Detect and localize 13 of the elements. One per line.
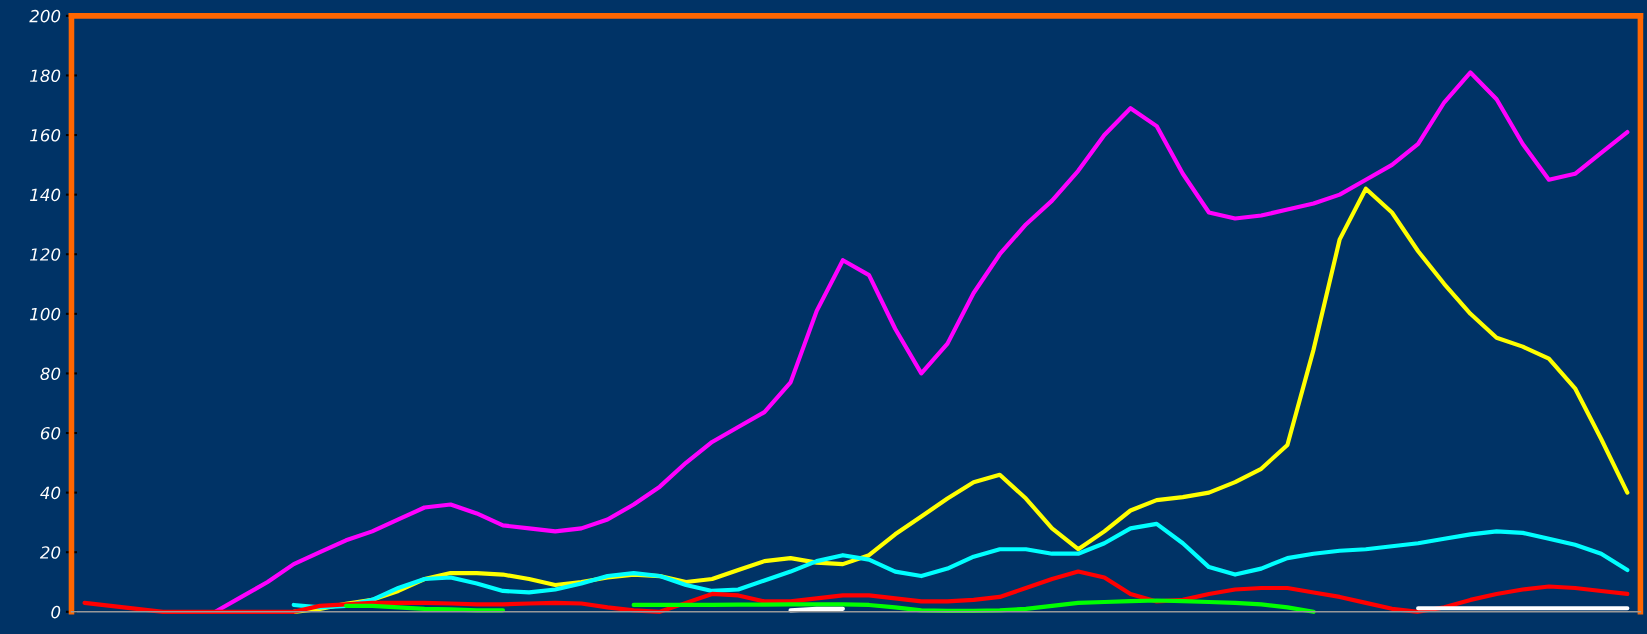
y-tick-label: 100: [30, 307, 61, 321]
y-tick-label: 80: [40, 367, 61, 380]
y-tick-label: 160: [30, 129, 61, 142]
y-tick-label: 0: [51, 605, 61, 619]
y-tick-label: 180: [30, 69, 61, 83]
line-series: [82, 569, 1630, 614]
y-tick-label: 200: [29, 9, 61, 23]
y-tick-label: 120: [30, 248, 61, 261]
y-tick-label: 20: [39, 546, 61, 559]
y-tick-label: 140: [30, 188, 61, 202]
y-tick-label: 60: [40, 426, 61, 440]
line-series: [291, 521, 1630, 610]
y-tick-label: 40: [40, 486, 61, 500]
